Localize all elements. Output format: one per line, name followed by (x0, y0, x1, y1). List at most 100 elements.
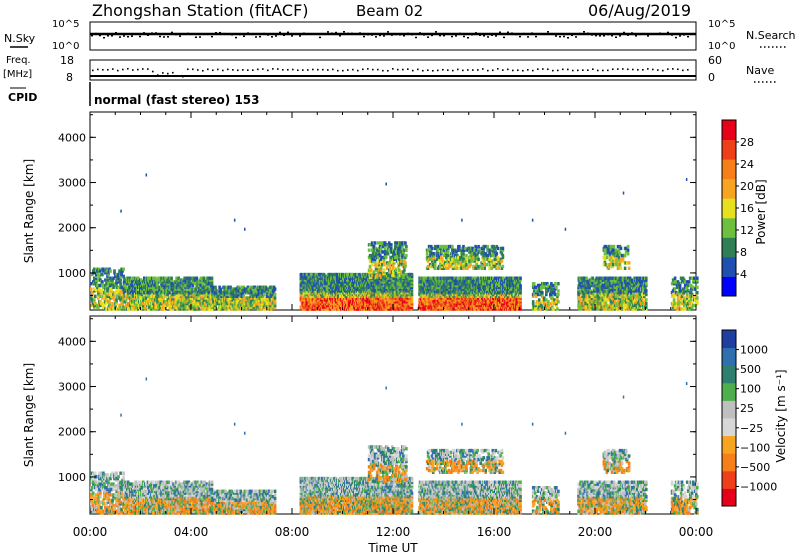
echo-cell (340, 282, 343, 286)
noise-search-dot (235, 36, 237, 39)
echo-cell (123, 300, 127, 304)
echo-cell (434, 291, 437, 295)
echo-cell (194, 282, 198, 286)
echo-cell (366, 287, 369, 291)
echo-cell (193, 292, 197, 297)
echo-cell (122, 300, 125, 304)
echo-cell (391, 282, 395, 286)
echo-cell (208, 278, 212, 282)
echo-cell (396, 292, 400, 297)
echo-cell (152, 276, 155, 280)
echo-cell (389, 278, 393, 282)
nave-dot (157, 74, 159, 76)
noise-search-dot (379, 34, 381, 37)
echo-cell (391, 263, 394, 267)
echo-cell (112, 307, 115, 311)
echo-cell (350, 280, 353, 284)
echo-cell (421, 278, 424, 282)
echo-cell (97, 292, 100, 297)
nave-dot (427, 69, 429, 72)
echo-cell (265, 289, 269, 293)
echo-cell (177, 296, 180, 300)
echo-cell (449, 289, 453, 293)
noise-search-dot (179, 35, 181, 37)
echo-cell (201, 296, 205, 300)
echo-cell (195, 278, 199, 282)
echo-cell (119, 274, 122, 279)
noise-search-dot (443, 34, 445, 37)
echo-cell (194, 289, 198, 293)
echo-cell (177, 305, 180, 309)
noise-search-dot (423, 34, 425, 36)
echo-cell (195, 294, 199, 298)
echo-cell (371, 283, 374, 288)
echo-cell (396, 257, 399, 261)
echo-cell (374, 263, 378, 267)
echo-cell (399, 244, 402, 249)
echo-cell (225, 300, 228, 304)
echo-cell (410, 285, 414, 289)
noise-search-dot (171, 31, 173, 34)
echo-cell (356, 274, 359, 279)
noise-search-dot (207, 33, 209, 36)
echo-cell (106, 292, 109, 297)
echo-cell (115, 278, 118, 282)
echo-cell (190, 282, 194, 286)
echo-cell (444, 276, 448, 280)
echo-cell (144, 278, 147, 282)
echo-cell (109, 305, 112, 309)
echo-cell (321, 282, 325, 286)
echo-cell (455, 280, 459, 284)
echo-cell (188, 301, 192, 306)
echo-cell (368, 266, 372, 270)
echo-cell (423, 307, 426, 311)
echo-cell (199, 301, 203, 306)
noise-search-dot (575, 36, 577, 38)
echo-cell (197, 300, 201, 304)
echo-cell (210, 285, 214, 289)
noise-search-dot (603, 35, 605, 37)
echo-cell (171, 298, 174, 302)
echo-cell (372, 244, 376, 249)
echo-cell (173, 305, 176, 309)
echo-cell (227, 298, 230, 302)
echo-cell (368, 264, 372, 269)
echo-cell (334, 285, 338, 289)
noise-search-dot (427, 36, 429, 38)
echo-cell (310, 285, 314, 289)
echo-cell (371, 243, 375, 247)
echo-cell (273, 300, 277, 304)
echo-cell (125, 278, 129, 282)
noise-search-dot (99, 34, 101, 37)
noise-search-dot (675, 36, 677, 39)
echo-cell (307, 287, 311, 291)
echo-cell (351, 272, 354, 277)
echo-cell (146, 287, 149, 291)
noise-search-dot (495, 35, 497, 37)
echo-cell (97, 296, 100, 300)
echo-cell (229, 296, 232, 300)
echo-cell (216, 300, 219, 304)
echo-cell (455, 287, 459, 291)
echo-cell (213, 296, 216, 300)
echo-cell (151, 303, 154, 308)
echo-cell (329, 274, 333, 279)
echo-cell (317, 292, 321, 297)
echo-cell (96, 303, 99, 308)
nave-dot (422, 69, 424, 72)
echo-cell (174, 287, 177, 291)
echo-cell (105, 282, 108, 286)
noise-search-dot (287, 31, 289, 34)
echo-cell (303, 301, 307, 306)
echo-cell (444, 305, 448, 309)
echo-cell (434, 282, 437, 286)
echo-cell (101, 272, 104, 277)
echo-cell (303, 285, 307, 289)
echo-cell (327, 305, 331, 309)
noise-search-dot (583, 31, 585, 33)
echo-cell (189, 300, 193, 304)
echo-cell (177, 291, 180, 295)
echo-cell (340, 278, 343, 282)
echo-cell (271, 291, 275, 295)
echo-cell (164, 276, 167, 280)
